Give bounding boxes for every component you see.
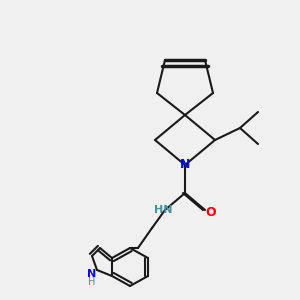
- Text: H: H: [88, 277, 96, 287]
- Text: O: O: [206, 206, 216, 218]
- Text: HN: HN: [154, 205, 172, 215]
- Text: N: N: [87, 269, 97, 279]
- Text: N: N: [180, 158, 190, 172]
